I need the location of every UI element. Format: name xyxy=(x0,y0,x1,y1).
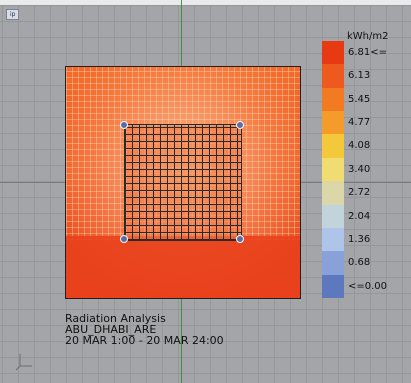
caption-period: 20 MAR 1:00 - 20 MAR 24:00 xyxy=(65,334,224,347)
legend-label: 3.40 xyxy=(348,163,371,175)
legend-swatch xyxy=(322,227,344,252)
building-corner-node[interactable] xyxy=(120,235,128,243)
legend-swatch xyxy=(322,41,344,65)
legend-item: 0.68 xyxy=(322,251,396,275)
high-radiation-zone xyxy=(66,235,300,298)
legend-item: 1.36 xyxy=(322,227,396,252)
legend-label: 2.04 xyxy=(348,210,371,222)
radiation-legend: kWh/m2 6.81<= 6.13 5.45 4.77 4.08 3.40 2.72 2.0… xyxy=(322,31,396,298)
legend-item: <=0.00 xyxy=(322,274,396,298)
building-corner-node[interactable] xyxy=(236,235,244,243)
legend-swatch xyxy=(322,134,344,158)
legend-item: 3.40 xyxy=(322,157,396,182)
legend-label: 0.68 xyxy=(348,257,371,269)
building-corner-node[interactable] xyxy=(120,121,128,129)
legend-label: 2.72 xyxy=(348,187,371,199)
legend-label: 4.08 xyxy=(348,140,371,152)
building-corner-node[interactable] xyxy=(236,121,244,129)
legend-swatch xyxy=(322,111,344,135)
legend-label: 6.13 xyxy=(348,70,371,82)
legend-unit: kWh/m2 xyxy=(347,31,389,42)
legend-swatch xyxy=(322,87,344,112)
legend-item: 6.81<= xyxy=(322,41,396,65)
legend-item: 4.77 xyxy=(322,111,396,135)
legend-item: 5.45 xyxy=(322,87,396,112)
legend-swatch xyxy=(322,157,344,182)
legend-label: <=0.00 xyxy=(348,280,388,292)
radiation-analysis-surface[interactable] xyxy=(65,66,301,299)
viewport-title-strip xyxy=(0,0,411,5)
axis-gizmo-icon xyxy=(15,354,32,371)
caption-location: ABU_DHABI_ARE xyxy=(65,323,157,336)
legend-swatch xyxy=(322,274,344,298)
legend-swatch xyxy=(322,181,344,205)
legend-item: 4.08 xyxy=(322,134,396,158)
legend-item: 2.04 xyxy=(322,204,396,228)
legend-swatch xyxy=(322,204,344,228)
legend-label: 1.36 xyxy=(348,233,371,245)
caption-title: Radiation Analysis xyxy=(65,312,166,325)
legend-label: 5.45 xyxy=(348,93,371,105)
legend-label: 4.77 xyxy=(348,117,371,129)
viewport-tab[interactable]: ip xyxy=(6,9,20,20)
legend-label: 6.81<= xyxy=(348,47,388,58)
legend-swatch xyxy=(322,64,344,88)
legend-item: 6.13 xyxy=(322,64,396,88)
building-footprint[interactable] xyxy=(124,124,244,242)
analysis-caption: Radiation Analysis ABU_DHABI_ARE 20 MAR … xyxy=(65,313,224,346)
legend-item: 2.72 xyxy=(322,181,396,205)
legend-swatch xyxy=(322,251,344,275)
